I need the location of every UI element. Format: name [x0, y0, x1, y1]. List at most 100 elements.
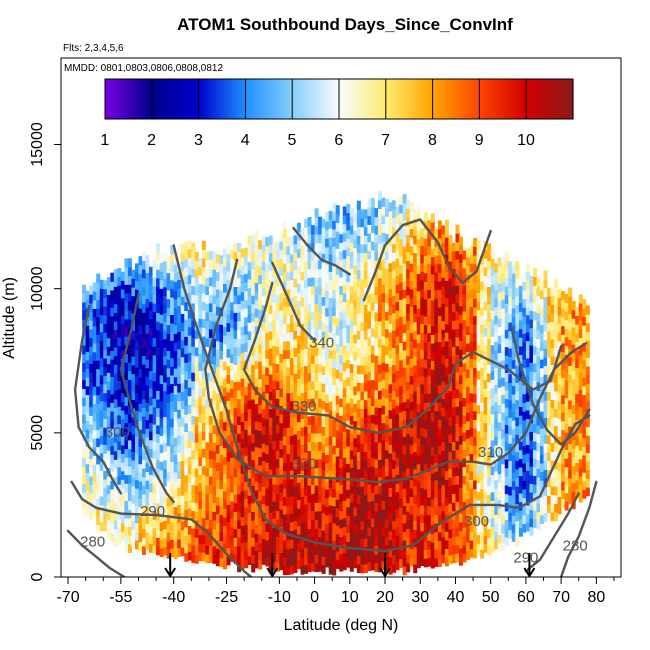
heatmap-cell	[184, 319, 189, 329]
heatmap-cell	[532, 285, 537, 295]
heatmap-cell	[117, 510, 122, 520]
heatmap-cell	[328, 236, 333, 246]
heatmap-cell	[367, 553, 372, 563]
heatmap-cell	[409, 522, 414, 532]
heatmap-cell	[385, 527, 390, 537]
heatmap-cell	[106, 389, 111, 399]
heatmap-cell	[377, 537, 382, 547]
heatmap-cell	[300, 262, 305, 272]
heatmap-cell	[156, 286, 161, 296]
heatmap-cell	[296, 257, 301, 267]
heatmap-cell	[381, 240, 386, 251]
heatmap-cell	[430, 559, 435, 569]
heatmap-cell	[124, 284, 129, 294]
heatmap-cell	[444, 470, 449, 480]
heatmap-cell	[223, 248, 228, 258]
heatmap-cell	[395, 552, 400, 562]
heatmap-cell	[247, 486, 252, 496]
heatmap-cell	[473, 454, 478, 464]
heatmap-cell	[356, 321, 361, 331]
heatmap-cell	[501, 368, 506, 378]
heatmap-cell	[275, 441, 280, 451]
heatmap-cell	[402, 531, 407, 541]
heatmap-cell	[360, 330, 365, 340]
heatmap-cell	[304, 460, 309, 471]
heatmap-cell	[293, 261, 298, 271]
heatmap-cell	[251, 243, 256, 253]
heatmap-cell	[254, 490, 259, 500]
heatmap-cell	[335, 205, 340, 215]
heatmap-cell	[416, 541, 421, 551]
heatmap-cell	[554, 304, 559, 314]
heatmap-cell	[85, 377, 90, 387]
heatmap-cell	[381, 439, 386, 450]
heatmap-cell	[547, 322, 552, 332]
heatmap-cell	[483, 318, 488, 329]
heatmap-cell	[180, 521, 185, 531]
heatmap-cell	[163, 278, 168, 288]
heatmap-cell	[332, 549, 337, 559]
heatmap-cell	[208, 268, 213, 278]
heatmap-cell	[367, 345, 372, 355]
heatmap-cell	[392, 304, 397, 314]
heatmap-cell	[377, 364, 382, 374]
heatmap-cell	[293, 555, 298, 565]
heatmap-cell	[318, 554, 323, 564]
heatmap-cell	[522, 514, 527, 525]
heatmap-cell	[360, 321, 365, 332]
heatmap-cell	[159, 305, 164, 315]
heatmap-cell	[480, 540, 485, 550]
heatmap-cell	[145, 307, 150, 317]
heatmap-cell	[399, 238, 404, 248]
heatmap-cell	[374, 372, 379, 382]
heatmap-cell	[402, 323, 407, 334]
heatmap-cell	[374, 294, 379, 304]
heatmap-cell	[325, 350, 330, 360]
heatmap-cell	[392, 217, 397, 227]
heatmap-cell	[219, 480, 224, 490]
heatmap-cell	[268, 322, 273, 332]
heatmap-cell	[187, 335, 192, 345]
heatmap-cell	[367, 259, 372, 269]
heatmap-cell	[406, 450, 411, 460]
heatmap-cell	[311, 553, 316, 564]
heatmap-cell	[131, 269, 136, 279]
heatmap-cell	[99, 513, 104, 523]
heatmap-cell	[342, 310, 347, 320]
heatmap-cell	[113, 476, 118, 486]
heatmap-cell	[92, 481, 97, 491]
heatmap-cell	[370, 232, 375, 242]
heatmap-cell	[314, 562, 319, 573]
heatmap-cell	[458, 496, 464, 506]
heatmap-cell	[480, 324, 485, 334]
heatmap-cell	[458, 461, 464, 471]
heatmap-cell	[142, 355, 147, 365]
heatmap-cell	[230, 457, 235, 467]
heatmap-cell	[124, 362, 129, 372]
heatmap-cell	[539, 341, 545, 351]
heatmap-cell	[420, 357, 425, 368]
heatmap-cell	[508, 304, 513, 314]
heatmap-cell	[117, 345, 122, 355]
heatmap-cell	[547, 356, 552, 367]
heatmap-cell	[296, 404, 301, 414]
heatmap-cell	[258, 300, 263, 310]
heatmap-cell	[473, 488, 478, 498]
heatmap-cell	[377, 260, 382, 270]
heatmap-cell	[120, 514, 125, 524]
heatmap-cell	[184, 414, 189, 424]
heatmap-cell	[89, 484, 94, 494]
heatmap-cell	[293, 563, 298, 573]
heatmap-cell	[515, 330, 520, 340]
heatmap-cell	[307, 450, 312, 460]
heatmap-cell	[166, 514, 171, 525]
heatmap-cell	[455, 449, 460, 459]
heatmap-cell	[370, 327, 375, 337]
heatmap-cell	[251, 260, 256, 270]
heatmap-cell	[156, 321, 161, 331]
heatmap-cell	[458, 323, 464, 333]
heatmap-cell	[550, 451, 555, 461]
heatmap-cell	[127, 318, 132, 329]
heatmap-cell	[293, 269, 298, 279]
heatmap-cell	[314, 338, 319, 348]
